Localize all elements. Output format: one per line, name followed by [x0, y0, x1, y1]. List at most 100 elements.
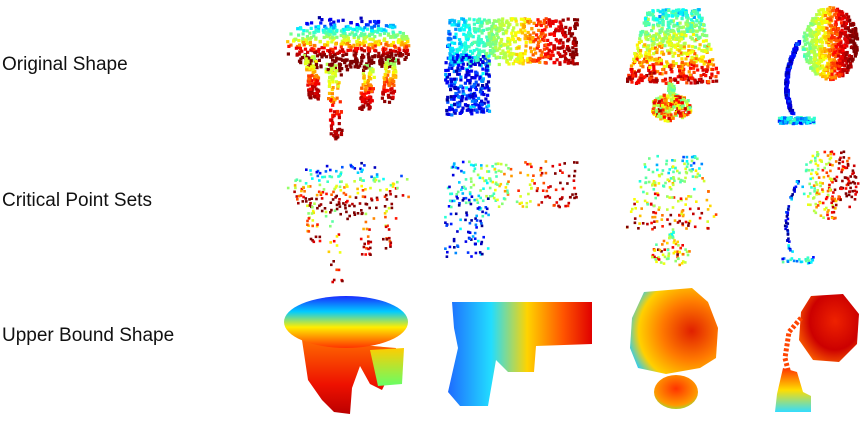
point-cloud-dot — [377, 179, 381, 183]
point-cloud-dot — [305, 66, 309, 70]
point-cloud-dot — [804, 259, 808, 263]
point-cloud-dot — [706, 220, 709, 223]
point-cloud-dot — [663, 119, 667, 123]
point-cloud-dot — [652, 211, 655, 214]
point-cloud-dot — [563, 34, 567, 38]
point-cloud-dot — [360, 19, 364, 24]
point-cloud-dot — [396, 58, 400, 62]
point-cloud-dot — [466, 79, 470, 83]
point-cloud-dot — [342, 50, 346, 54]
point-cloud-dot — [549, 21, 553, 25]
point-cloud-dot — [337, 62, 341, 66]
point-cloud-dot — [802, 35, 806, 39]
point-cloud-dot — [318, 39, 322, 44]
point-cloud-dot — [813, 39, 817, 43]
point-cloud-dot — [819, 73, 823, 77]
point-cloud-dot — [467, 25, 471, 29]
point-cloud-dot — [453, 103, 457, 107]
point-cloud-dot — [671, 116, 675, 120]
ub-table-side — [370, 348, 404, 386]
point-cloud-dot — [501, 202, 504, 206]
point-cloud-dot — [651, 12, 655, 16]
point-cloud-dot — [521, 18, 525, 22]
point-cloud-dot — [336, 128, 340, 132]
point-cloud-dot — [476, 207, 480, 210]
point-cloud-dot — [472, 84, 476, 88]
point-cloud-dot — [566, 39, 570, 43]
point-cloud-dot — [660, 250, 663, 253]
point-cloud-dot — [454, 77, 458, 81]
point-cloud-dot — [673, 219, 677, 222]
point-cloud-dot — [366, 48, 370, 52]
point-cloud-dot — [468, 192, 472, 196]
point-cloud-dot — [644, 37, 648, 41]
point-cloud-dot — [672, 87, 676, 91]
point-cloud-dot — [359, 167, 362, 171]
point-cloud-dot — [482, 18, 486, 22]
point-cloud-dot — [669, 51, 673, 55]
point-cloud-dot — [357, 40, 361, 45]
point-cloud-dot — [842, 156, 846, 159]
point-cloud-dot — [389, 50, 394, 54]
point-cloud-dot — [342, 191, 346, 195]
point-cloud-dot — [710, 74, 714, 78]
point-cloud-dot — [665, 96, 669, 100]
point-cloud-dot — [385, 238, 389, 241]
point-cloud-dot — [303, 190, 306, 193]
point-cloud-dot — [312, 64, 316, 68]
point-cloud-dot — [491, 22, 495, 26]
point-cloud-dot — [789, 120, 793, 124]
point-cloud-dot — [524, 44, 528, 48]
point-cloud-dot — [825, 48, 829, 52]
point-cloud-dot — [815, 193, 818, 196]
point-cloud-dot — [661, 243, 664, 246]
point-cloud-dot — [808, 50, 812, 54]
point-cloud-dot — [297, 52, 301, 56]
point-cloud-dot — [448, 19, 452, 23]
point-cloud-dot — [360, 184, 363, 188]
point-cloud-dot — [825, 11, 829, 15]
point-cloud-dot — [553, 19, 557, 23]
point-cloud-dot — [790, 257, 794, 260]
point-cloud-dot — [787, 244, 790, 247]
point-cloud-dot — [311, 239, 314, 242]
point-cloud-dot — [486, 108, 490, 113]
point-cloud-dot — [457, 63, 461, 67]
point-cloud-dot — [646, 53, 650, 57]
point-cloud-dot — [523, 37, 527, 41]
point-cloud-dot — [680, 66, 684, 70]
point-cloud-dot — [668, 76, 672, 80]
point-cloud-dot — [832, 191, 835, 194]
point-cloud-dot — [364, 66, 368, 70]
point-cloud-dot — [659, 117, 663, 121]
point-cloud-dot — [306, 60, 310, 64]
point-cloud-dot — [812, 184, 816, 187]
point-cloud-dot — [369, 253, 372, 256]
point-cloud-dot — [651, 107, 655, 112]
point-cloud-dot — [352, 53, 356, 57]
point-cloud-dot — [449, 222, 453, 226]
point-cloud-dot — [332, 75, 336, 79]
point-cloud-dot — [354, 196, 358, 199]
point-cloud-dot — [396, 180, 399, 184]
point-cloud-dot — [337, 57, 341, 61]
point-cloud-dot — [657, 96, 661, 100]
point-cloud-dot — [674, 166, 677, 170]
point-cloud-dot — [644, 23, 648, 27]
point-cloud-dot — [312, 240, 316, 244]
point-cloud-dot — [665, 60, 669, 64]
point-cloud-dot — [845, 183, 849, 187]
point-cloud-dot — [801, 185, 804, 189]
point-cloud-dot — [838, 161, 841, 165]
point-cloud-dot — [667, 116, 671, 121]
point-cloud-dot — [467, 31, 471, 35]
point-cloud-dot — [510, 34, 515, 39]
point-cloud-dot — [813, 190, 816, 193]
point-cloud-dot — [840, 10, 844, 14]
point-cloud-dot — [653, 226, 656, 229]
point-cloud-dot — [681, 223, 685, 227]
point-cloud-dot — [487, 18, 491, 22]
point-cloud-dot — [510, 55, 514, 59]
point-cloud-dot — [309, 26, 313, 30]
point-cloud-dot — [814, 19, 818, 24]
